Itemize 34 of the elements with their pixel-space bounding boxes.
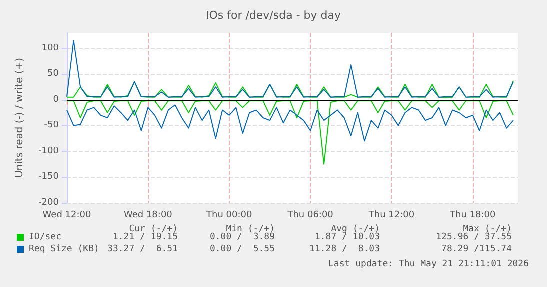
legend-label: IO/sec xyxy=(29,232,62,242)
text: 0.00 / 3.89 xyxy=(210,232,275,242)
text: 125.96 / 37.55 xyxy=(436,232,512,242)
y-tick-label: 50 xyxy=(48,69,60,80)
y-tick-label: -200 xyxy=(38,198,60,208)
x-tick-label: Thu 00:00 xyxy=(206,210,252,220)
chart-title: IOs for /dev/sda - by day xyxy=(206,9,342,22)
line-series xyxy=(66,40,514,98)
x-tick-label: Thu 12:00 xyxy=(368,210,415,220)
line-series xyxy=(66,80,514,98)
text: Avg (-/+) xyxy=(331,224,380,234)
y-axis-title: Units read (-) / write (+) xyxy=(14,58,26,178)
text: 1.21 / 19.15 xyxy=(112,232,178,242)
y-tick-label: 0 xyxy=(53,94,60,105)
text: 78.29 /115.74 xyxy=(442,244,512,254)
text: 33.27 / 6.51 xyxy=(108,244,178,254)
x-tick-label: Wed 18:00 xyxy=(124,210,173,220)
text: Cur (-/+) xyxy=(129,224,178,234)
y-tick-label: -50 xyxy=(44,120,60,131)
x-tick-label: Thu 18:00 xyxy=(449,210,496,220)
text: Last update: Thu May 21 21:11:01 2026 xyxy=(328,260,529,270)
x-tick-label: Wed 12:00 xyxy=(42,210,92,220)
text: Max (-/+) xyxy=(463,224,512,234)
x-tick-label: Thu 06:00 xyxy=(286,210,334,220)
text: Min (-/+) xyxy=(226,224,275,234)
text: 1.87 / 10.03 xyxy=(314,232,380,242)
line-series xyxy=(66,100,514,165)
y-tick-label: -100 xyxy=(38,146,60,156)
legend-label: Req Size (KB) xyxy=(29,244,100,254)
y-tick-label: 100 xyxy=(42,43,60,54)
line-series xyxy=(66,104,514,142)
text: 11.28 / 8.03 xyxy=(310,244,380,254)
y-tick-label: -150 xyxy=(38,172,60,182)
text: 0.00 / 5.55 xyxy=(210,244,275,254)
